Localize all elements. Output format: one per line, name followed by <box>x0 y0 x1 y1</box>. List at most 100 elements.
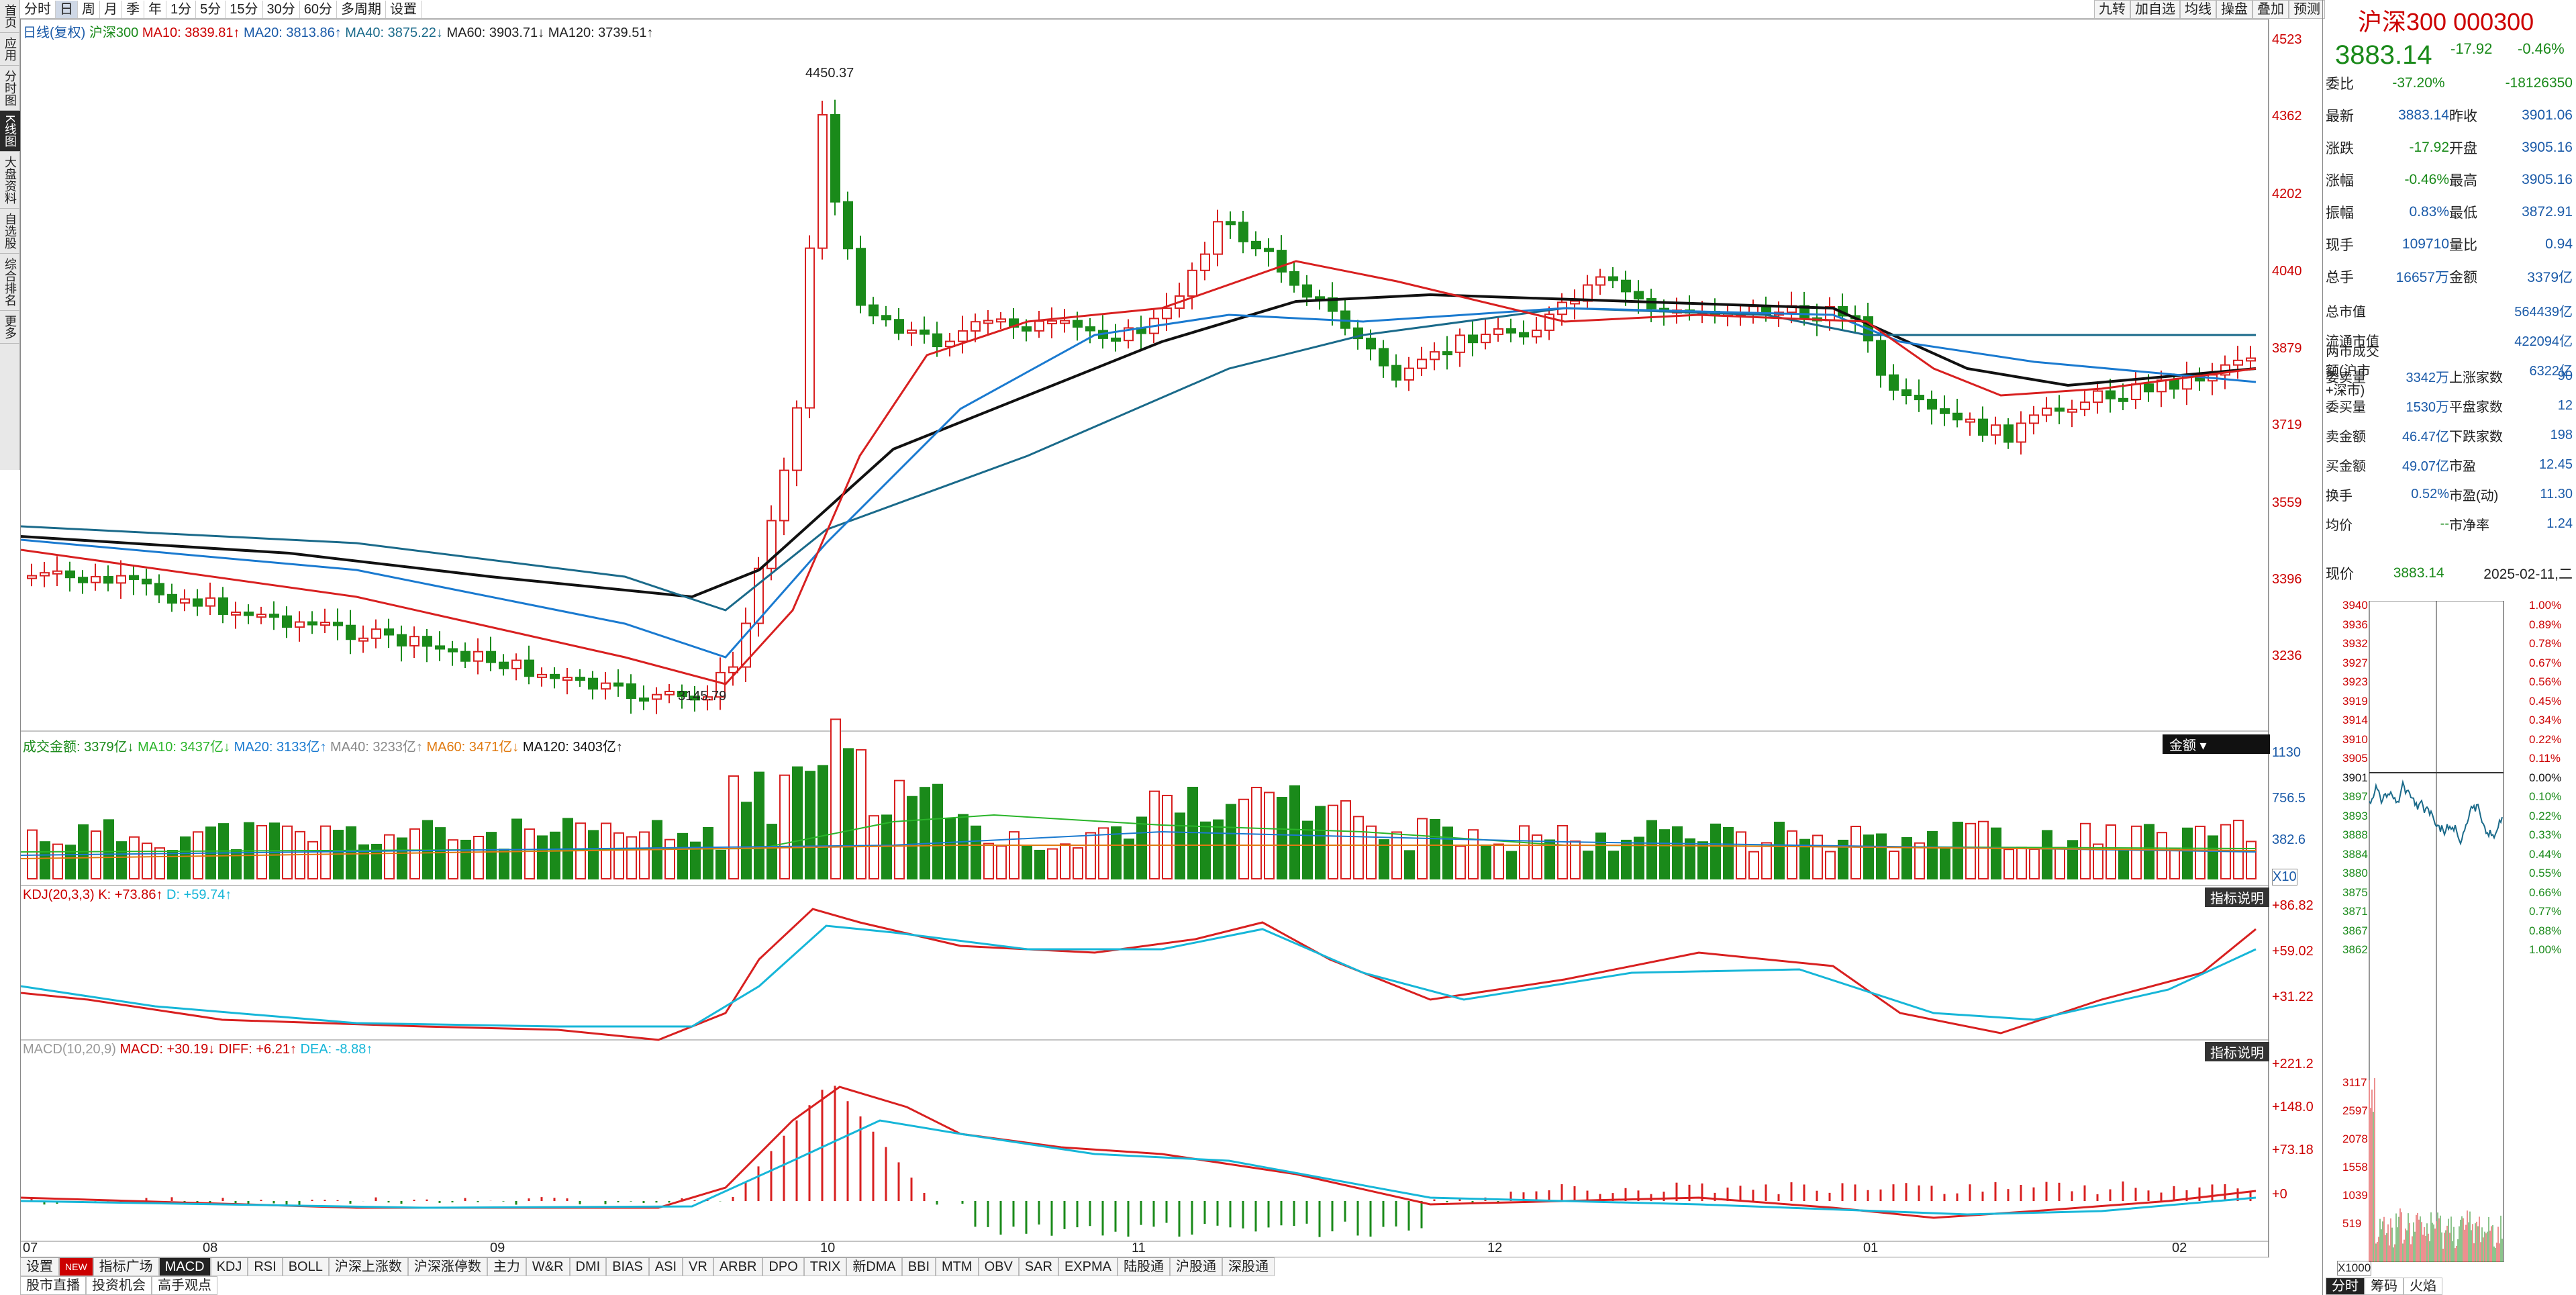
period-1[interactable]: 日 <box>56 0 78 18</box>
stock-title: 沪深300 000300 <box>2358 8 2534 36</box>
indicator-5[interactable]: RSI <box>248 1257 283 1276</box>
period-10[interactable]: 60分 <box>300 0 337 18</box>
volume-bar <box>856 749 866 879</box>
rows3-cell-3-0: 买金额 <box>2326 459 2366 474</box>
period-12[interactable]: 设置 <box>386 0 422 18</box>
nav-7[interactable]: 更多 <box>0 311 20 344</box>
volume-mode-button[interactable]: 金额 ▾ <box>2163 734 2270 754</box>
period-0[interactable]: 分时 <box>20 0 56 18</box>
nav-2[interactable]: 分时图 <box>0 66 20 111</box>
indicator-11[interactable]: DMI <box>569 1257 607 1276</box>
indicator-1[interactable]: NEW <box>59 1257 93 1276</box>
indicator-25[interactable]: 沪股通 <box>1169 1257 1222 1276</box>
tool-1[interactable]: 加自选 <box>2130 0 2180 19</box>
ma60-line <box>20 307 2256 612</box>
indicator-10[interactable]: W&R <box>526 1257 570 1276</box>
indicator-2[interactable]: 指标广场 <box>93 1257 159 1276</box>
candle-body <box>193 598 203 607</box>
indicator-14[interactable]: VR <box>683 1257 713 1276</box>
tool-4[interactable]: 叠加 <box>2252 0 2289 19</box>
indicator-16[interactable]: DPO <box>762 1257 804 1276</box>
period-2[interactable]: 周 <box>78 0 100 18</box>
candle-body <box>1404 367 1414 381</box>
candle-body <box>1965 418 1975 423</box>
indicator-26[interactable]: 深股通 <box>1222 1257 1275 1276</box>
tool-3[interactable]: 操盘 <box>2216 0 2252 19</box>
indicator-15[interactable]: ARBR <box>713 1257 763 1276</box>
macdlegend-item-3: DEA: -8.88↑ <box>300 1042 373 1057</box>
rows-cell-4-1: 0.83% <box>2409 204 2449 220</box>
link-0[interactable]: 股市直播 <box>20 1276 86 1295</box>
volume-bar <box>1838 839 1848 879</box>
indicator-7[interactable]: 沪深上涨数 <box>328 1257 408 1276</box>
indicator-20[interactable]: MTM <box>936 1257 979 1276</box>
period-6[interactable]: 1分 <box>166 0 197 18</box>
candle-body <box>1238 222 1248 242</box>
indicator-0[interactable]: 设置 <box>20 1257 59 1276</box>
indicator-12[interactable]: BIAS <box>606 1257 649 1276</box>
indicator-21[interactable]: OBV <box>978 1257 1019 1276</box>
period-7[interactable]: 5分 <box>196 0 226 18</box>
indicator-23[interactable]: EXPMA <box>1058 1257 1118 1276</box>
mini-tab-0[interactable]: 分时 <box>2326 1278 2365 1295</box>
kdj-legend: KDJ(20,3,3) K: +73.86↑ D: +59.74↑ <box>23 888 232 903</box>
candle-body <box>103 576 113 584</box>
nav-5[interactable]: 自选股 <box>0 209 20 254</box>
indicator-9[interactable]: 主力 <box>487 1257 526 1276</box>
link-2[interactable]: 高手观点 <box>152 1276 217 1295</box>
candle-body <box>1187 269 1197 297</box>
mini-left-15: 3875 <box>2342 885 2368 899</box>
mini-left-18: 3862 <box>2342 943 2368 956</box>
candle-body <box>869 304 879 317</box>
rows3-cell-1-1: 1530万 <box>2406 399 2450 415</box>
indicator-13[interactable]: ASI <box>648 1257 683 1276</box>
nav-4[interactable]: 大盘资料 <box>0 152 20 209</box>
rows-row-2: 涨跌 -17.92 开盘 3905.16 <box>2323 132 2575 164</box>
volume-bar <box>1098 827 1109 880</box>
period-11[interactable]: 多周期 <box>337 0 386 18</box>
mini-right-10: 0.10% <box>2529 790 2562 803</box>
x-label-01: 01 <box>1863 1241 1879 1255</box>
period-5[interactable]: 年 <box>144 0 166 18</box>
candle-body <box>2054 407 2065 412</box>
indicator-8[interactable]: 沪深涨停数 <box>407 1257 487 1276</box>
candle-body <box>384 628 394 636</box>
mainaxis-label-7: 3396 <box>2272 572 2302 587</box>
indicator-22[interactable]: SAR <box>1018 1257 1058 1276</box>
link-1[interactable]: 投资机会 <box>86 1276 152 1295</box>
indicator-19[interactable]: BBI <box>901 1257 936 1276</box>
period-3[interactable]: 月 <box>100 0 122 18</box>
nav-3[interactable]: K线图 <box>0 111 20 152</box>
intraday-chart <box>2369 601 2504 1262</box>
left-nav: 首页 应用 分时图 K线图 大盘资料 自选股 综合排名 更多 <box>0 0 20 470</box>
candle-body <box>805 247 815 409</box>
period-4[interactable]: 季 <box>122 0 144 18</box>
tool-2[interactable]: 均线 <box>2180 0 2216 19</box>
period-8[interactable]: 15分 <box>226 0 263 18</box>
mini-left-5: 3919 <box>2342 694 2368 708</box>
nav-1[interactable]: 应用 <box>0 33 20 66</box>
indicator-24[interactable]: 陆股通 <box>1117 1257 1170 1276</box>
nav-0[interactable]: 首页 <box>0 0 20 33</box>
nav-6[interactable]: 综合排名 <box>0 254 20 311</box>
mini-vol-unit: X1000 <box>2337 1261 2372 1276</box>
rows-row-5: 现手 109710 量比 0.94 <box>2323 228 2575 260</box>
volume-bar <box>142 843 152 879</box>
macd-help-button[interactable]: 指标说明 <box>2205 1042 2269 1061</box>
volume-bar <box>448 839 458 880</box>
tool-0[interactable]: 九转 <box>2094 0 2130 19</box>
main-legend: 日线(复权) 沪深300 MA10: 3839.81↑ MA20: 3813.8… <box>23 21 653 41</box>
tool-5[interactable]: 预测 <box>2289 0 2325 19</box>
mini-tab-1[interactable]: 筹码 <box>2365 1278 2404 1295</box>
indicator-6[interactable]: BOLL <box>282 1257 329 1276</box>
indicator-18[interactable]: 新DMA <box>846 1257 902 1276</box>
candle-body <box>792 407 802 471</box>
indicator-17[interactable]: TRIX <box>803 1257 847 1276</box>
candle-body <box>1366 338 1376 350</box>
indicator-3[interactable]: MACD <box>158 1257 211 1276</box>
indicator-4[interactable]: KDJ <box>210 1257 248 1276</box>
period-9[interactable]: 30分 <box>263 0 300 18</box>
kline-chart-area[interactable] <box>20 19 2270 1258</box>
kdj-help-button[interactable]: 指标说明 <box>2205 888 2269 907</box>
mini-tab-2[interactable]: 火焰 <box>2404 1278 2442 1295</box>
